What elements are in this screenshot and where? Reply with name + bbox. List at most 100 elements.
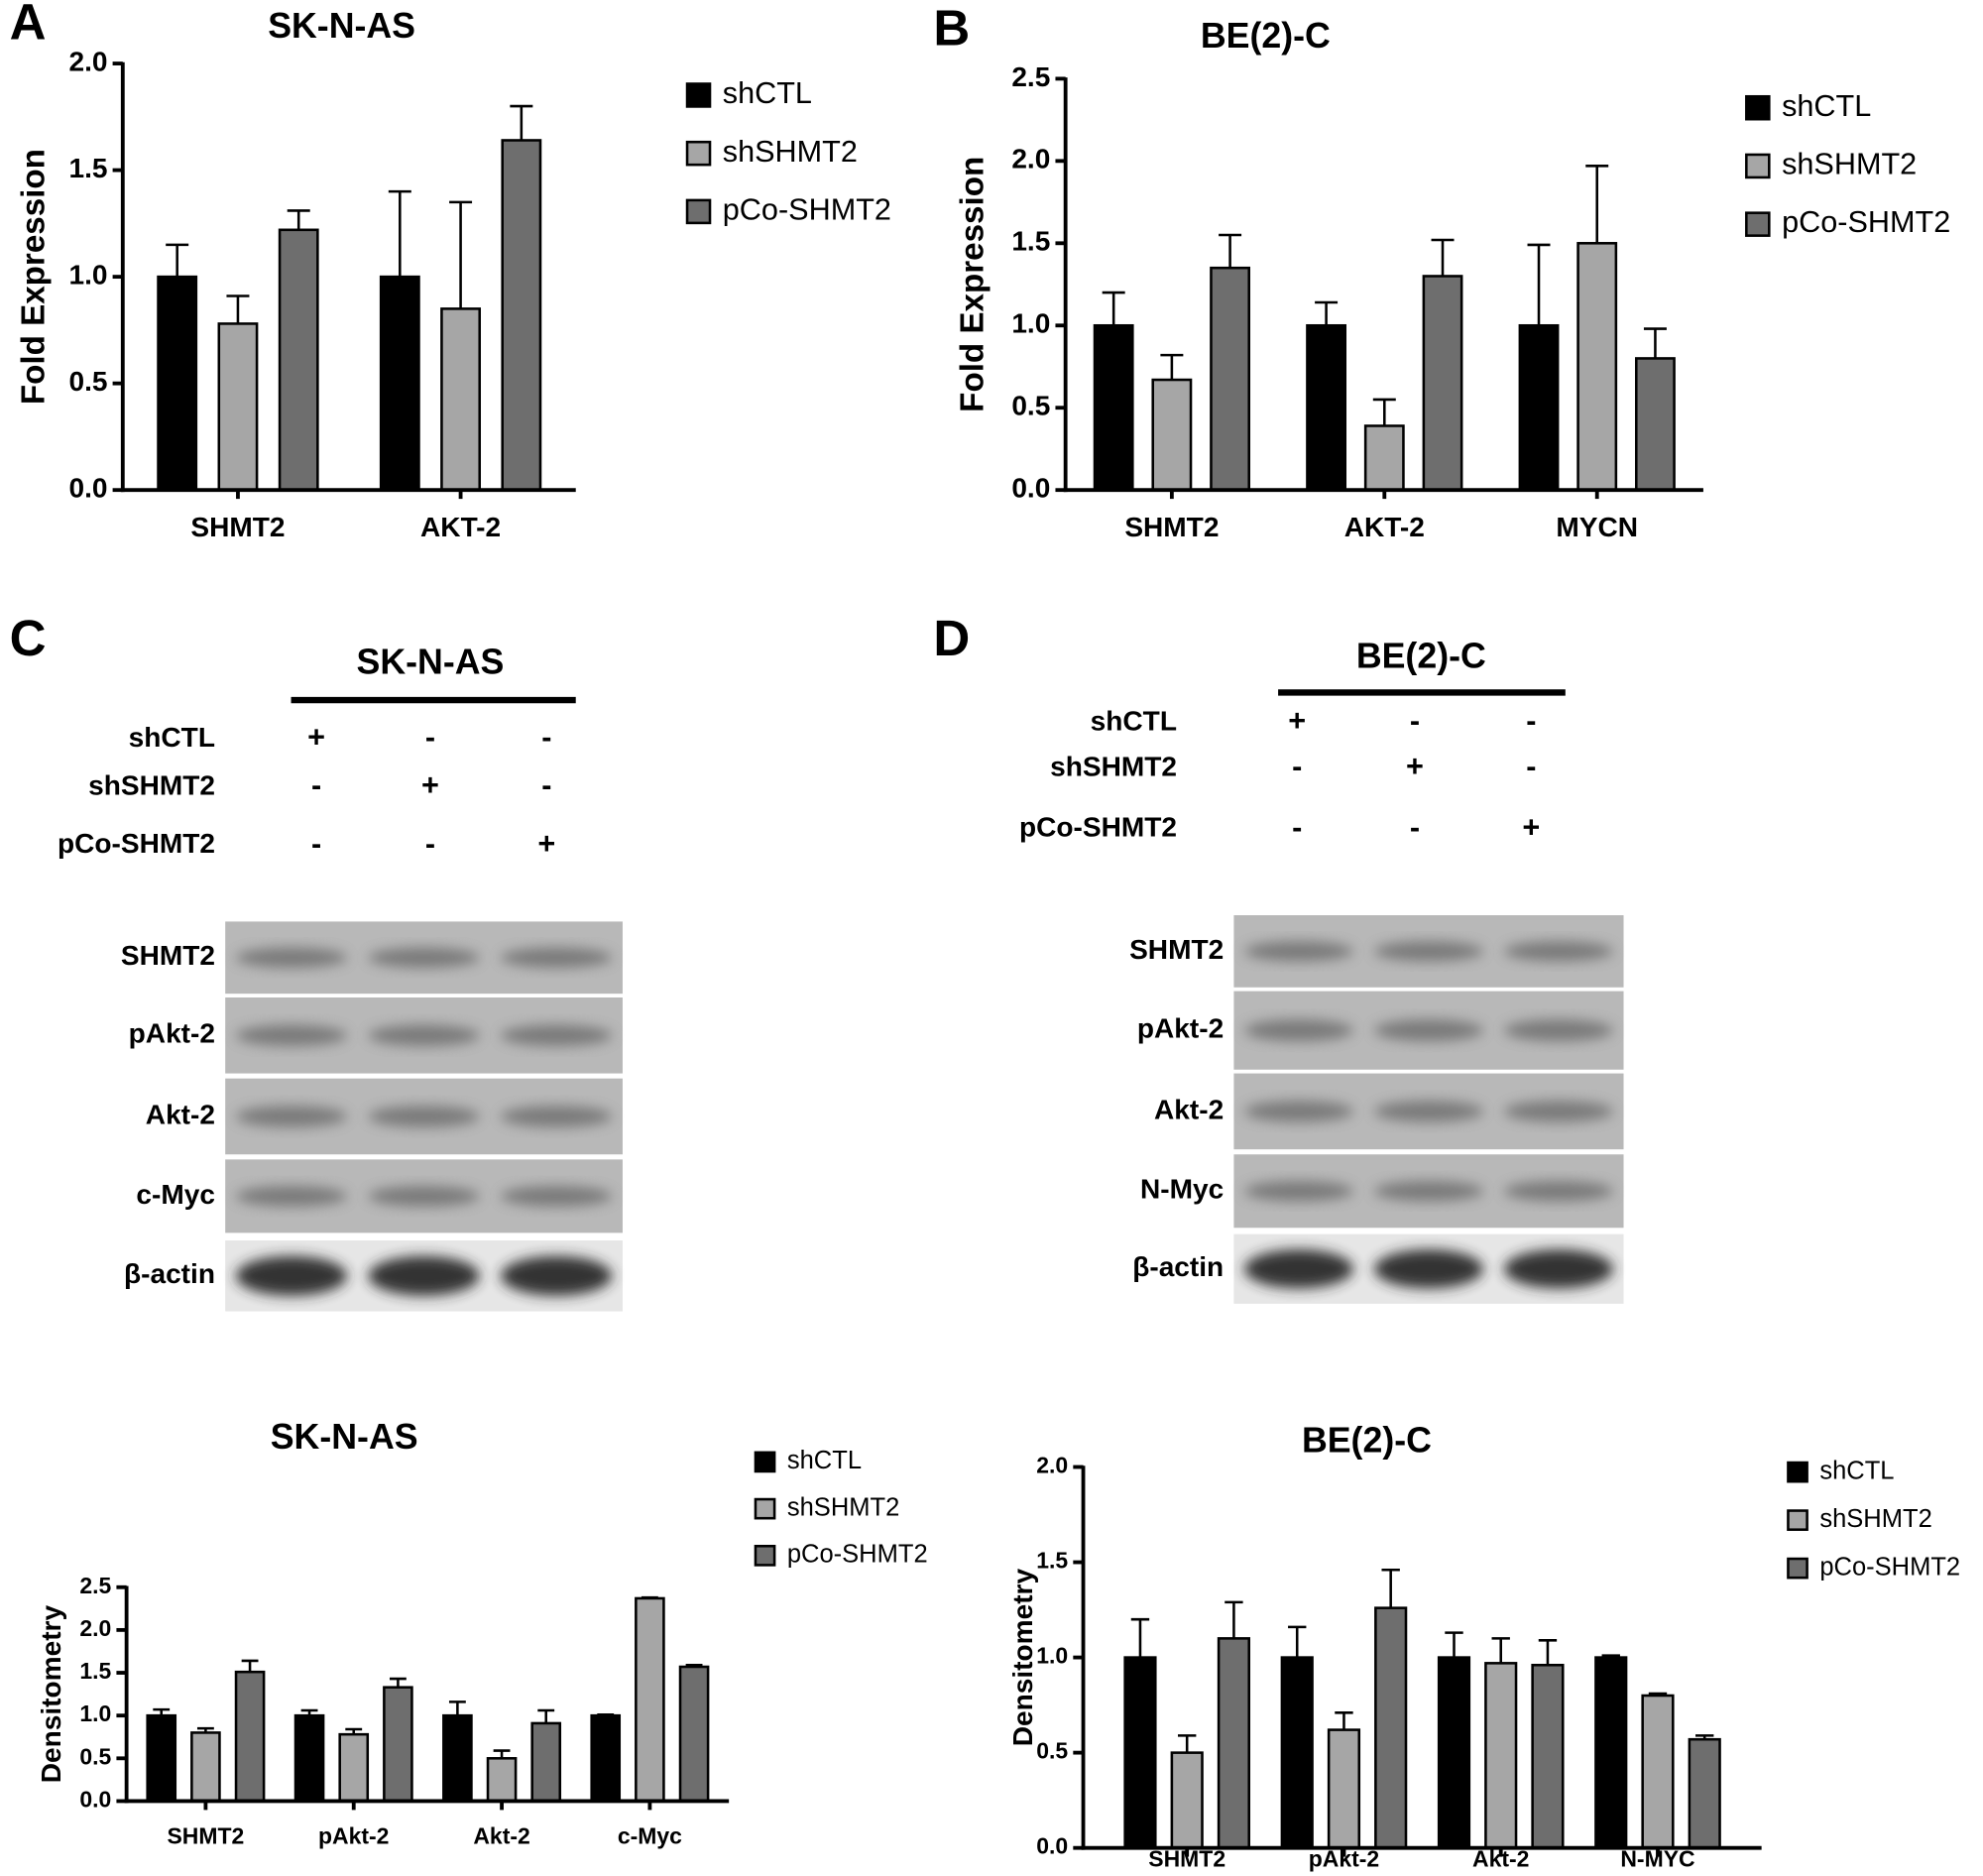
blot-band	[1373, 1249, 1484, 1289]
x-tick-label: c-Myc	[618, 1823, 682, 1849]
blot-band	[235, 1024, 348, 1046]
x-tick-label: MYCN	[1556, 512, 1638, 542]
panel-letter: D	[933, 610, 970, 666]
bar	[440, 307, 482, 492]
bar	[635, 1596, 665, 1803]
condition-sign: -	[425, 721, 435, 755]
bar	[486, 1757, 518, 1803]
chart-title: BE(2)-C	[1201, 16, 1331, 56]
bar	[1170, 1751, 1204, 1849]
bar	[1327, 1728, 1361, 1849]
blot-band	[1503, 1101, 1614, 1122]
blot-band	[235, 1255, 348, 1296]
x-tick-label: N-MYC	[1620, 1846, 1694, 1872]
condition-sign: -	[541, 721, 551, 755]
y-tick-label: 0.5	[1011, 391, 1050, 421]
band-label: Akt-2	[146, 1099, 215, 1129]
chart-title: SK-N-AS	[271, 1417, 418, 1457]
bar	[1635, 357, 1676, 492]
y-tick-label: 2.0	[1036, 1453, 1068, 1478]
bar	[234, 1670, 266, 1803]
bar	[278, 228, 319, 492]
blot-band	[1373, 1101, 1484, 1122]
bar	[379, 275, 420, 492]
y-tick-label: 2.5	[1011, 61, 1050, 92]
legend-swatch	[685, 140, 712, 167]
panel-letter: B	[933, 0, 970, 57]
blot-band	[368, 1106, 480, 1127]
band-label: β-actin	[124, 1258, 215, 1289]
bar	[1484, 1662, 1518, 1849]
legend-label: shSHMT2	[787, 1493, 899, 1521]
blot-band	[368, 947, 480, 968]
bar	[1363, 424, 1405, 492]
y-tick-label: 2.5	[79, 1573, 111, 1598]
condition-sign: -	[425, 827, 435, 861]
bar	[1594, 1656, 1628, 1849]
y-tick-label: 1.0	[1011, 308, 1050, 339]
condition-sign: +	[1288, 704, 1306, 738]
bar	[157, 275, 198, 492]
bar	[1306, 323, 1347, 492]
legend-swatch	[1745, 94, 1771, 121]
x-tick-label: Akt-2	[473, 1823, 529, 1849]
condition-sign: +	[1406, 750, 1424, 783]
panel-letter: C	[10, 610, 47, 666]
y-tick-label: 2.0	[1011, 144, 1050, 175]
blot-band	[501, 1024, 613, 1046]
blot-band	[1503, 1180, 1614, 1202]
blot-band	[501, 947, 613, 968]
blot-band	[501, 1186, 613, 1207]
bar	[1531, 1663, 1565, 1849]
bar	[383, 1686, 413, 1803]
y-tick-label: 0.0	[1036, 1833, 1068, 1859]
condition-sign: -	[1292, 750, 1302, 783]
band-label: N-Myc	[1140, 1174, 1224, 1205]
legend-swatch	[754, 1451, 776, 1473]
y-tick-label: 1.0	[1036, 1643, 1068, 1669]
bar	[1437, 1656, 1471, 1849]
bar	[146, 1713, 177, 1803]
bar	[1210, 266, 1251, 492]
bar	[1688, 1737, 1721, 1849]
panel-letter: A	[10, 0, 47, 50]
chart-title: SK-N-AS	[268, 6, 415, 46]
legend-label: shCTL	[723, 76, 812, 110]
y-tick-label: 1.5	[68, 153, 107, 183]
blot-band	[368, 1024, 480, 1046]
legend-label: shSHMT2	[1819, 1505, 1931, 1533]
legend-label: pCo-SHMT2	[1819, 1553, 1960, 1581]
bar	[1374, 1606, 1408, 1849]
legend-label: shCTL	[1782, 89, 1871, 123]
bar	[217, 322, 259, 492]
y-tick-label: 1.5	[1036, 1548, 1068, 1574]
bar	[1641, 1694, 1675, 1849]
legend-swatch	[1787, 1509, 1808, 1531]
band-label: SHMT2	[1129, 934, 1224, 965]
blot-band	[1243, 1249, 1353, 1289]
blot-band	[1243, 1019, 1353, 1042]
blot-band	[235, 1186, 348, 1207]
legend-label: shCTL	[1819, 1457, 1894, 1484]
y-tick-label: 0.5	[1036, 1738, 1068, 1764]
y-axis-label: Fold Expression	[955, 157, 992, 412]
legend-swatch	[1745, 153, 1771, 179]
x-tick-label: Akt-2	[1472, 1846, 1529, 1872]
legend-label: pCo-SHMT2	[1782, 205, 1950, 239]
band-label: Akt-2	[1154, 1094, 1224, 1124]
legend-label: shSHMT2	[723, 135, 858, 169]
y-tick-label: 1.0	[79, 1700, 111, 1726]
y-axis-label: Fold Expression	[16, 149, 53, 405]
blot-band	[1243, 1180, 1353, 1202]
condition-sign: -	[1410, 704, 1420, 738]
condition-sign: +	[537, 827, 555, 861]
condition-sign: -	[1526, 704, 1536, 738]
condition-label: pCo-SHMT2	[1019, 812, 1177, 843]
blot-band	[368, 1186, 480, 1207]
blot-band	[1503, 1019, 1614, 1042]
x-tick-label: AKT-2	[420, 512, 501, 542]
blot-title: SK-N-AS	[357, 643, 505, 682]
condition-label: shSHMT2	[88, 770, 215, 801]
condition-sign: +	[307, 721, 325, 755]
legend-swatch	[1787, 1461, 1808, 1483]
